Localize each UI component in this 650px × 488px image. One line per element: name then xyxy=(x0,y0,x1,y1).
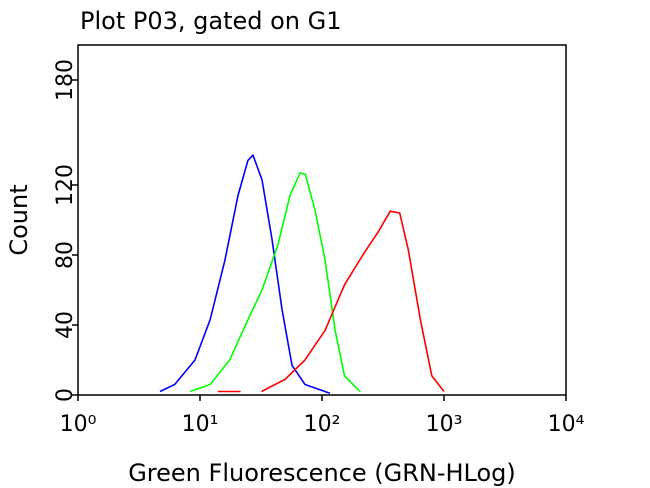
x-axis-title: Green Fluorescence (GRN-HLog) xyxy=(128,459,516,487)
y-tick-label: 40 xyxy=(53,311,78,339)
x-tick-label: 10⁴ xyxy=(548,412,585,437)
y-tick-label: 180 xyxy=(53,59,78,101)
y-tick-label: 80 xyxy=(53,241,78,269)
x-tick-label: 10² xyxy=(304,412,341,437)
histogram-line xyxy=(159,153,331,395)
y-axis-title: Count xyxy=(5,184,33,255)
x-tick-label: 10⁰ xyxy=(60,412,97,437)
histogram-line xyxy=(189,171,361,393)
x-tick-label: 10³ xyxy=(426,412,463,437)
chart-title: Plot P03, gated on G1 xyxy=(80,7,342,35)
x-tick-label: 10¹ xyxy=(182,412,219,437)
histogram-line xyxy=(217,210,445,393)
plot-frame xyxy=(77,44,567,396)
y-tick-label: 120 xyxy=(53,164,78,206)
y-tick-label: 0 xyxy=(53,388,78,402)
